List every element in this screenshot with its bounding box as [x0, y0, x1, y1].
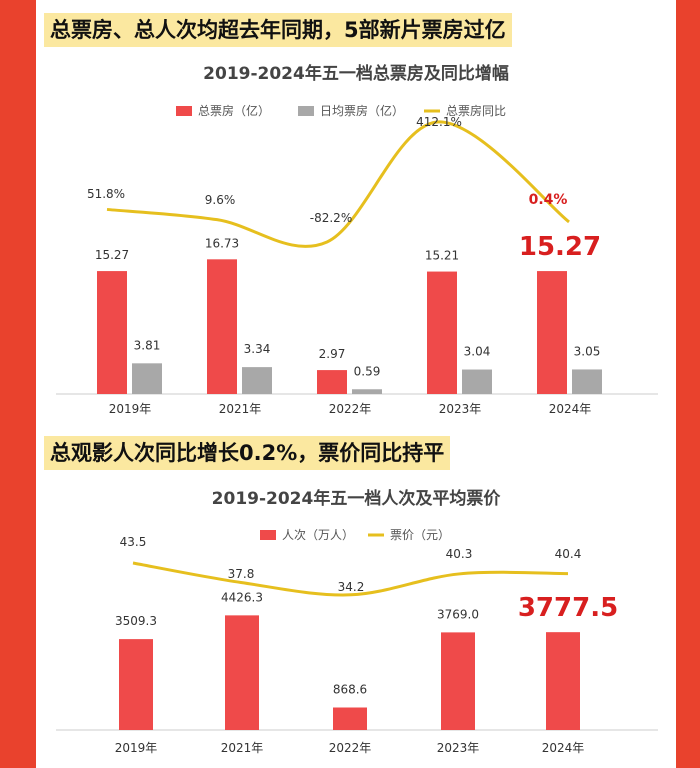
legend-label-yoy: 总票房同比	[446, 103, 506, 118]
x-tick-1: 2021年	[219, 402, 262, 416]
bar-total-0	[97, 271, 127, 394]
value-label-total-0: 15.27	[95, 248, 129, 262]
price-label-1: 37.8	[228, 567, 255, 581]
bar-daily-3	[462, 369, 492, 394]
legend-label-daily: 日均票房（亿）	[320, 103, 404, 118]
yoy-label-2: -82.2%	[310, 211, 352, 225]
value-label-attendance-4: 3777.5	[518, 593, 618, 623]
price-label-2: 34.2	[338, 580, 365, 594]
bar-attendance-0	[119, 639, 153, 730]
bar-attendance-1	[225, 615, 259, 730]
section-heading-attendance: 总观影人次同比增长0.2%，票价同比持平	[44, 436, 451, 470]
bar-daily-4	[572, 369, 602, 394]
legend-label-price: 票价（元）	[390, 528, 450, 542]
yoy-label-4: 0.4%	[529, 192, 568, 208]
yoy-label-3: 412.1%	[416, 115, 462, 129]
yoy-label-1: 9.6%	[205, 193, 236, 207]
bar-daily-1	[242, 367, 272, 394]
bar-attendance-4	[546, 632, 580, 730]
x-tick-4: 2024年	[542, 741, 585, 755]
value-label-total-4: 15.27	[519, 232, 601, 262]
value-label-daily-0: 3.81	[134, 338, 161, 352]
value-label-total-3: 15.21	[425, 249, 459, 263]
legend-swatch-attendance	[260, 530, 276, 540]
legend-label-attendance: 人次（万人）	[282, 528, 354, 542]
section-heading-box-office: 总票房、总人次均超去年同期，5部新片票房过亿	[44, 13, 512, 47]
value-label-total-2: 2.97	[319, 347, 346, 361]
yoy-label-0: 51.8%	[87, 187, 125, 201]
chart-title: 2019-2024年五一档人次及平均票价	[212, 488, 502, 509]
x-tick-0: 2019年	[109, 402, 152, 416]
bar-total-4	[537, 271, 567, 394]
value-label-attendance-0: 3509.3	[115, 614, 157, 628]
bar-total-2	[317, 370, 347, 394]
value-label-attendance-3: 3769.0	[437, 607, 479, 621]
price-label-0: 43.5	[120, 535, 147, 549]
price-label-3: 40.3	[446, 547, 473, 561]
bar-total-3	[427, 271, 457, 394]
value-label-daily-4: 3.05	[574, 344, 601, 358]
bar-total-1	[207, 259, 237, 394]
value-label-attendance-1: 4426.3	[221, 590, 263, 604]
value-label-daily-2: 0.59	[354, 364, 381, 378]
line-yoy	[106, 120, 570, 248]
value-label-daily-3: 3.04	[464, 345, 491, 359]
bar-attendance-3	[441, 632, 475, 730]
x-tick-3: 2023年	[439, 402, 482, 416]
x-tick-0: 2019年	[115, 741, 158, 755]
value-label-daily-1: 3.34	[244, 342, 271, 356]
bar-daily-2	[352, 389, 382, 394]
x-tick-3: 2023年	[437, 741, 480, 755]
price-label-4: 40.4	[555, 547, 582, 561]
chart-title: 2019-2024年五一档总票房及同比增幅	[203, 63, 509, 84]
value-label-total-1: 16.73	[205, 236, 239, 250]
legend-label-total: 总票房（亿）	[198, 103, 270, 118]
bar-daily-0	[132, 363, 162, 394]
bar-attendance-2	[333, 707, 367, 730]
x-tick-2: 2022年	[329, 741, 372, 755]
line-price	[132, 561, 569, 597]
x-tick-1: 2021年	[221, 741, 264, 755]
legend-swatch-total	[176, 106, 192, 116]
x-tick-4: 2024年	[549, 402, 592, 416]
legend-swatch-daily	[298, 106, 314, 116]
value-label-attendance-2: 868.6	[333, 683, 367, 697]
x-tick-2: 2022年	[329, 402, 372, 416]
